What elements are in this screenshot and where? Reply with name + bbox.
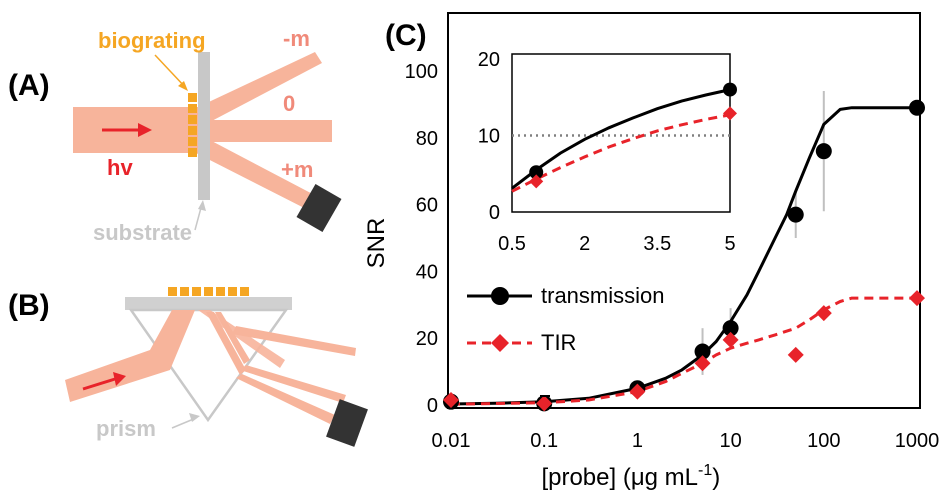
order-zero-label: 0 [283, 91, 295, 116]
panel-a: (A) biograting [8, 26, 342, 245]
data-point-tir [787, 346, 804, 363]
legend-label-tir: TIR [541, 330, 576, 355]
data-point-tir [722, 331, 739, 348]
inset-data-point-transmission [529, 165, 544, 180]
main-curves [450, 106, 917, 406]
series-line-tir [450, 296, 917, 406]
inset-series-line-transmission [511, 88, 731, 190]
inset-x-tick-label: 5 [724, 233, 735, 255]
main-x-tick-label: 1000 [895, 430, 940, 452]
inset-data-point-tir [529, 174, 544, 189]
inset-curves [511, 88, 731, 193]
data-point-tir [909, 290, 925, 307]
biograting-pointer [154, 54, 188, 91]
inset-data-point-tir [723, 106, 737, 121]
legend-entry-tir: TIR [467, 330, 576, 355]
main-x-ticks: 0.01 0.1 1 10 100 1000 [432, 430, 940, 452]
main-plot-frame [447, 12, 921, 409]
beam-out-1 [232, 326, 356, 356]
biograting [188, 93, 197, 157]
beam-out-5 [215, 312, 250, 364]
legend: transmission TIR [467, 283, 664, 355]
main-x-tick-label: 0.01 [432, 430, 471, 452]
beam-out-2 [206, 312, 246, 375]
main-markers [443, 99, 925, 412]
data-point-tir [815, 305, 832, 322]
data-point-transmission [815, 143, 832, 160]
main-y-tick-label: 60 [416, 195, 438, 217]
data-point-tir [536, 395, 553, 412]
main-x-tick-label: 100 [807, 430, 840, 452]
main-y-tick-label: 80 [416, 128, 438, 150]
main-y-tick-label: 100 [405, 61, 438, 83]
inset-series-line-tir [511, 113, 731, 193]
inset-x-tick-label: 3.5 [643, 233, 671, 255]
x-axis-title: [probe] (μg mL [541, 464, 698, 491]
prism-label: prism [96, 416, 156, 441]
beam-zero [196, 120, 332, 142]
beam-minus-m [196, 52, 322, 124]
inset-y-tick-label: 0 [489, 202, 500, 224]
inset-y-ticks: 0 10 20 [478, 49, 500, 224]
data-point-transmission [909, 99, 925, 116]
substrate [198, 52, 210, 200]
main-x-tick-label: 1 [632, 430, 643, 452]
beam-out-3 [240, 365, 346, 403]
main-y-tick-label: 20 [416, 328, 438, 350]
data-point-transmission [787, 206, 804, 223]
main-y-tick-label: 0 [427, 395, 438, 417]
main-y-tick-label: 40 [416, 261, 438, 283]
detector-icon-b [326, 399, 368, 447]
data-point-tir [443, 391, 459, 408]
inset-plot: 0 10 20 0.5 2 3.5 5 [478, 49, 737, 255]
inset-x-tick-label: 0.5 [498, 233, 526, 255]
inset-x-tick-label: 2 [579, 233, 590, 255]
biograting-b [168, 287, 249, 296]
inset-plot-frame [511, 53, 731, 213]
order-minus-m-label: -m [283, 26, 310, 51]
beam-incident-b [65, 310, 195, 402]
beam-plus-m [196, 138, 324, 214]
arrow-icon [102, 123, 152, 137]
x-axis-title-tail: -1) [698, 462, 720, 491]
main-y-ticks: 0 20 40 60 80 100 [405, 61, 438, 417]
substrate-label: substrate [93, 220, 192, 245]
inset-data-point-transmission [723, 82, 737, 97]
beam-out-4 [236, 374, 335, 424]
legend-label-transmission: transmission [541, 283, 664, 308]
panel-b: (B) prism [8, 287, 368, 447]
biograting-label: biograting [98, 28, 206, 53]
detector-icon-a [296, 184, 342, 232]
data-point-transmission [722, 320, 739, 337]
inset-y-tick-label: 20 [478, 49, 500, 71]
prism-top-plate [125, 297, 292, 310]
series-line-transmission [450, 106, 917, 406]
inset-x-ticks: 0.5 2 3.5 5 [498, 233, 735, 255]
order-plus-m-label: +m [281, 157, 313, 182]
legend-entry-transmission: transmission [467, 283, 664, 308]
substrate-pointer [194, 200, 206, 231]
panel-b-label: (B) [8, 289, 50, 322]
y-axis-title: SNR [363, 218, 390, 269]
main-x-tick-label: 10 [719, 430, 741, 452]
prism-pointer [171, 413, 200, 429]
data-point-tir [694, 355, 711, 372]
hv-label: hv [107, 155, 133, 180]
x-axis-title-sup: -1 [698, 462, 712, 479]
x-axis-title-end: ) [712, 464, 720, 491]
panel-a-label: (A) [8, 69, 50, 102]
data-point-tir [629, 383, 646, 400]
data-point-transmission [694, 343, 711, 360]
main-x-tick-label: 0.1 [530, 430, 558, 452]
inset-y-tick-label: 10 [478, 126, 500, 148]
arrow-icon-b [82, 372, 126, 391]
panel-c-label: (C) [385, 19, 427, 52]
inset-markers [529, 82, 737, 189]
x-axis-title-main: [probe] (μg mL [541, 464, 698, 491]
